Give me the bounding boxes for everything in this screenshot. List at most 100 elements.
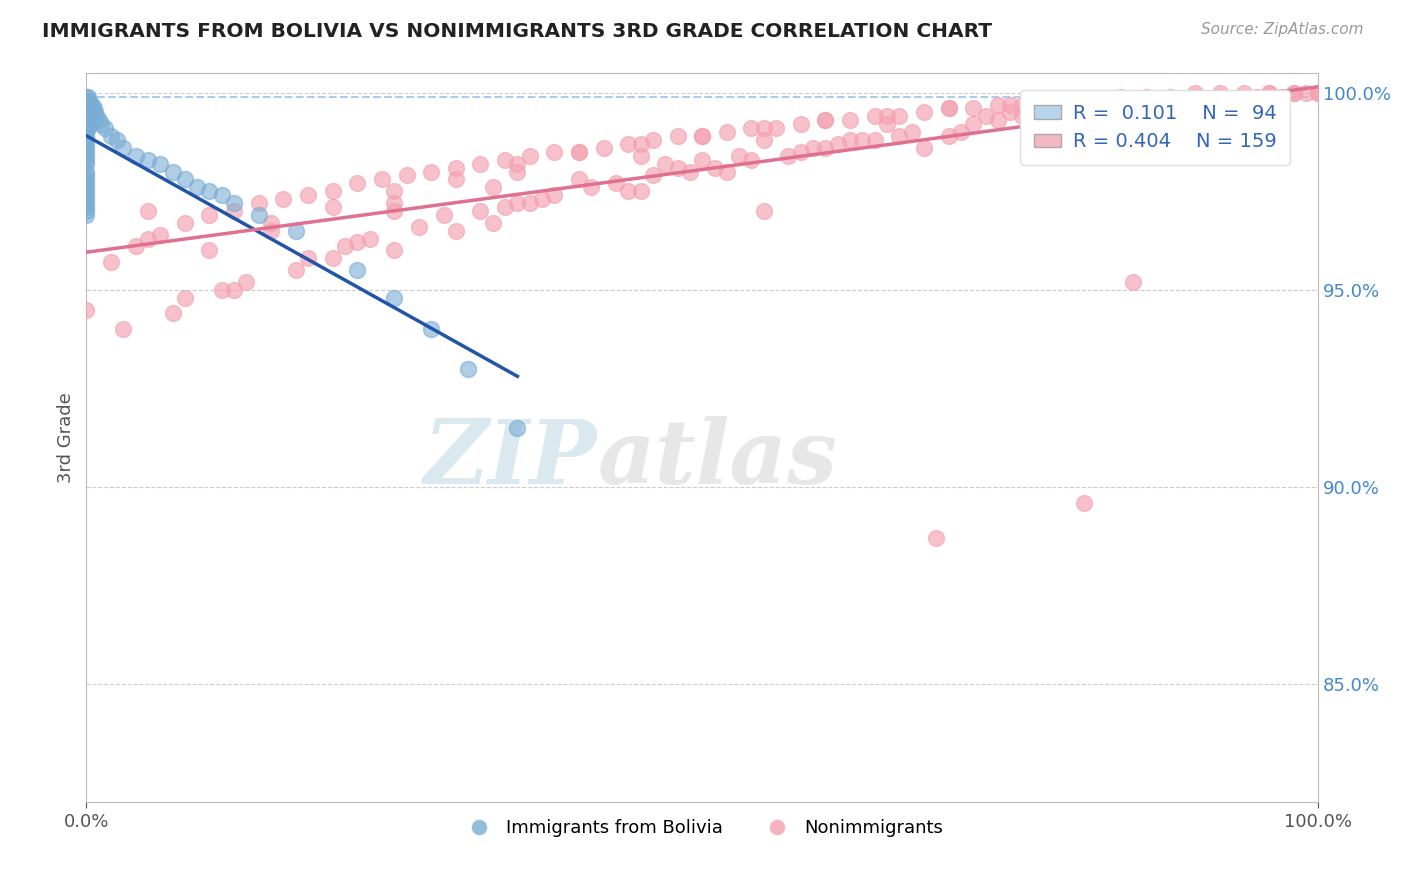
- Point: [752, 203, 775, 218]
- Point: [1159, 89, 1181, 103]
- Point: [1270, 89, 1292, 103]
- Point: [1257, 86, 1279, 100]
- Point: [382, 196, 405, 211]
- Point: [75, 141, 97, 155]
- Point: [75, 302, 97, 317]
- Point: [82, 97, 104, 112]
- Point: [703, 161, 725, 175]
- Point: [481, 216, 503, 230]
- Point: [839, 113, 862, 128]
- Point: [998, 105, 1021, 120]
- Point: [260, 216, 283, 230]
- Point: [1184, 89, 1206, 103]
- Point: [247, 208, 270, 222]
- Point: [568, 145, 591, 159]
- Text: Source: ZipAtlas.com: Source: ZipAtlas.com: [1201, 22, 1364, 37]
- Y-axis label: 3rd Grade: 3rd Grade: [58, 392, 75, 483]
- Point: [605, 177, 627, 191]
- Point: [198, 208, 221, 222]
- Point: [790, 117, 813, 131]
- Point: [224, 203, 246, 218]
- Point: [1135, 102, 1157, 116]
- Point: [100, 129, 122, 144]
- Point: [382, 203, 405, 218]
- Point: [1085, 121, 1108, 136]
- Point: [1024, 113, 1046, 128]
- Point: [506, 421, 529, 435]
- Point: [173, 291, 195, 305]
- Point: [395, 169, 418, 183]
- Point: [1246, 89, 1268, 103]
- Point: [494, 153, 516, 167]
- Point: [76, 113, 98, 128]
- Point: [162, 306, 184, 320]
- Point: [506, 196, 529, 211]
- Point: [75, 113, 97, 128]
- Point: [76, 105, 98, 120]
- Point: [519, 196, 541, 211]
- Point: [987, 113, 1010, 128]
- Point: [1109, 89, 1132, 103]
- Point: [75, 184, 97, 198]
- Point: [1049, 109, 1071, 123]
- Point: [1233, 86, 1256, 100]
- Point: [124, 149, 146, 163]
- Point: [235, 275, 257, 289]
- Point: [273, 192, 295, 206]
- Point: [716, 164, 738, 178]
- Point: [75, 156, 97, 170]
- Point: [679, 164, 702, 178]
- Point: [568, 172, 591, 186]
- Point: [84, 105, 107, 120]
- Point: [778, 149, 800, 163]
- Point: [1085, 94, 1108, 108]
- Point: [432, 208, 454, 222]
- Point: [1011, 97, 1033, 112]
- Text: IMMIGRANTS FROM BOLIVIA VS NONIMMIGRANTS 3RD GRADE CORRELATION CHART: IMMIGRANTS FROM BOLIVIA VS NONIMMIGRANTS…: [42, 22, 993, 41]
- Point: [912, 141, 935, 155]
- Point: [1135, 89, 1157, 103]
- Point: [1295, 86, 1317, 100]
- Point: [75, 180, 97, 194]
- Point: [1184, 86, 1206, 100]
- Point: [543, 145, 565, 159]
- Point: [827, 136, 849, 151]
- Point: [75, 164, 97, 178]
- Point: [112, 322, 135, 336]
- Point: [889, 109, 911, 123]
- Point: [740, 121, 762, 136]
- Point: [359, 231, 381, 245]
- Point: [506, 156, 529, 170]
- Point: [149, 156, 172, 170]
- Point: [322, 184, 344, 198]
- Point: [949, 125, 972, 139]
- Point: [938, 129, 960, 144]
- Point: [75, 105, 97, 120]
- Point: [382, 184, 405, 198]
- Point: [284, 263, 307, 277]
- Point: [75, 203, 97, 218]
- Point: [998, 97, 1021, 112]
- Point: [420, 322, 443, 336]
- Point: [1060, 94, 1083, 108]
- Point: [75, 153, 97, 167]
- Point: [666, 129, 689, 144]
- Point: [912, 105, 935, 120]
- Point: [690, 129, 713, 144]
- Point: [801, 141, 824, 155]
- Point: [87, 113, 110, 128]
- Point: [420, 164, 443, 178]
- Point: [1184, 94, 1206, 108]
- Point: [75, 109, 97, 123]
- Point: [1208, 86, 1230, 100]
- Point: [76, 89, 98, 103]
- Point: [260, 224, 283, 238]
- Point: [79, 117, 101, 131]
- Point: [1011, 109, 1033, 123]
- Point: [1060, 109, 1083, 123]
- Point: [851, 133, 873, 147]
- Point: [617, 184, 640, 198]
- Point: [75, 136, 97, 151]
- Point: [876, 109, 898, 123]
- Point: [1220, 97, 1243, 112]
